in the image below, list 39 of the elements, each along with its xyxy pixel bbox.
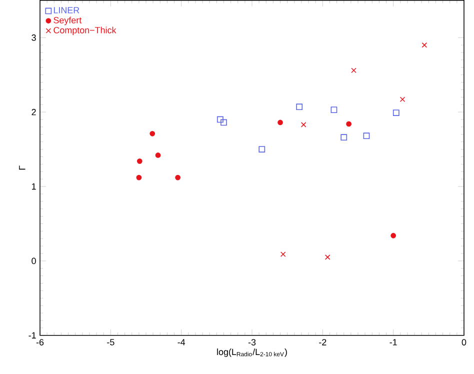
x-tick-label: -2 — [319, 338, 326, 346]
point — [300, 122, 306, 128]
y-tick-label: -1 — [28, 332, 36, 338]
point — [278, 120, 283, 125]
x-tick-label: -5 — [107, 338, 114, 346]
y-axis-title: Γ — [19, 165, 26, 170]
point — [280, 251, 286, 257]
point — [340, 134, 348, 140]
point — [324, 254, 330, 260]
point — [346, 121, 352, 126]
point — [400, 96, 406, 102]
x-axis-title: log(L$_{Radio}$/L$_{2-10 keV}$) — [217, 348, 287, 357]
y-tick-label: 1 — [32, 183, 36, 190]
point — [296, 103, 303, 110]
point — [217, 116, 224, 122]
point — [363, 132, 370, 139]
x-tick-label: 0 — [462, 338, 466, 346]
y-tick-label: 0 — [32, 258, 36, 264]
point — [175, 174, 180, 180]
point — [136, 158, 142, 164]
point — [136, 174, 142, 180]
y-tick-label: 3 — [32, 34, 36, 41]
point — [422, 42, 428, 48]
point — [330, 106, 338, 113]
point — [392, 109, 400, 116]
x-tick-label: -3 — [248, 338, 256, 346]
x-tick-label: -1 — [390, 338, 397, 346]
point — [351, 68, 356, 73]
legend-label: LINER — [54, 6, 80, 14]
point — [150, 130, 156, 136]
legend-label: Seyfert — [54, 16, 82, 25]
y-tick-label: 2 — [32, 108, 36, 115]
x-tick-label: -6 — [36, 338, 44, 346]
point — [155, 152, 161, 158]
point — [390, 232, 396, 238]
point — [220, 119, 227, 126]
x-tick-label: -4 — [178, 338, 186, 346]
point — [258, 146, 266, 152]
legend-label: Compton−Thick — [54, 26, 116, 35]
